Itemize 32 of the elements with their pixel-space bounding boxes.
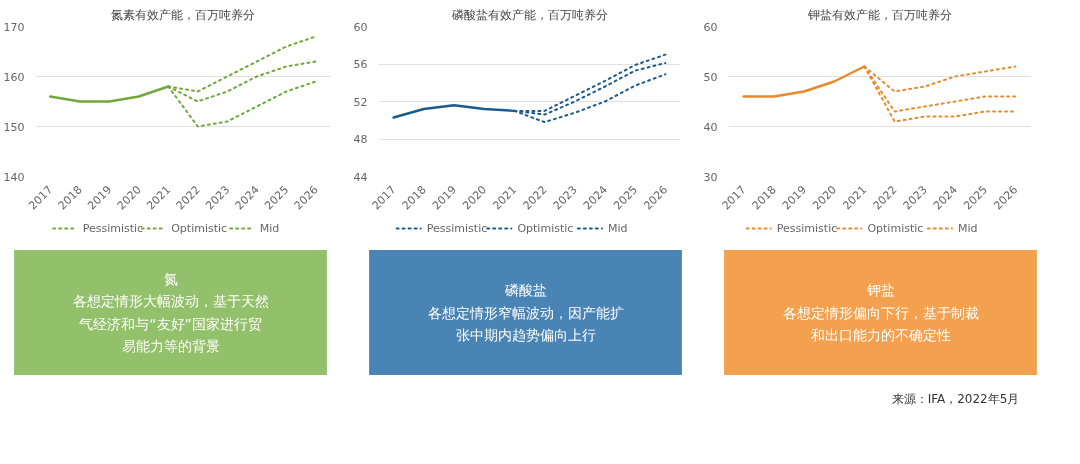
text: 各想定情形窄幅波动，因产能扩张中期内趋势偏向上行 bbox=[427, 304, 624, 343]
text: 氮 bbox=[163, 271, 178, 288]
legend-label: Mid bbox=[259, 222, 280, 235]
y-tick-label: 56 bbox=[353, 58, 368, 71]
y-tick-label: 40 bbox=[703, 120, 718, 134]
text: 各想定情形偏向下行，基于制裁和出口能力的不确定性 bbox=[782, 304, 979, 343]
source-note: 来源：IFA，2022年5月 bbox=[891, 391, 1020, 406]
y-tick-label: 52 bbox=[353, 95, 368, 109]
legend-label: Pessimistic bbox=[82, 222, 144, 235]
y-tick-label: 48 bbox=[353, 133, 368, 146]
y-tick-label: 30 bbox=[703, 170, 718, 184]
chart-title: 磷酸盐有效产能，百万吨养分 bbox=[450, 7, 608, 22]
text: 钾盐 bbox=[865, 282, 895, 299]
y-tick-label: 50 bbox=[703, 70, 718, 84]
legend-label: Pessimistic bbox=[426, 222, 488, 235]
y-tick-label: 60 bbox=[703, 20, 718, 34]
text: 磷酸盐 bbox=[503, 282, 547, 299]
legend-label: Mid bbox=[958, 222, 978, 235]
legend-label: Pessimistic bbox=[776, 222, 838, 235]
legend-label: Optimistic bbox=[171, 222, 228, 235]
y-tick-label: 160 bbox=[3, 70, 25, 84]
y-tick-label: 44 bbox=[353, 170, 368, 184]
y-tick-label: 140 bbox=[3, 170, 25, 184]
y-tick-label: 60 bbox=[353, 20, 368, 34]
legend-label: Optimistic bbox=[867, 222, 924, 235]
y-tick-label: 170 bbox=[3, 20, 25, 34]
legend-label: Optimistic bbox=[517, 222, 574, 235]
y-tick-label: 150 bbox=[3, 120, 25, 134]
legend-label: Mid bbox=[608, 222, 628, 235]
chart-title: 氮素有效产能，百万吨养分 bbox=[111, 7, 255, 22]
text: 各想定情形大幅波动，基于天然气经济和与“友好”国家进行贸易能力等的背景 bbox=[72, 293, 269, 354]
chart-title: 钾盐有效产能，百万吨养分 bbox=[806, 7, 952, 22]
